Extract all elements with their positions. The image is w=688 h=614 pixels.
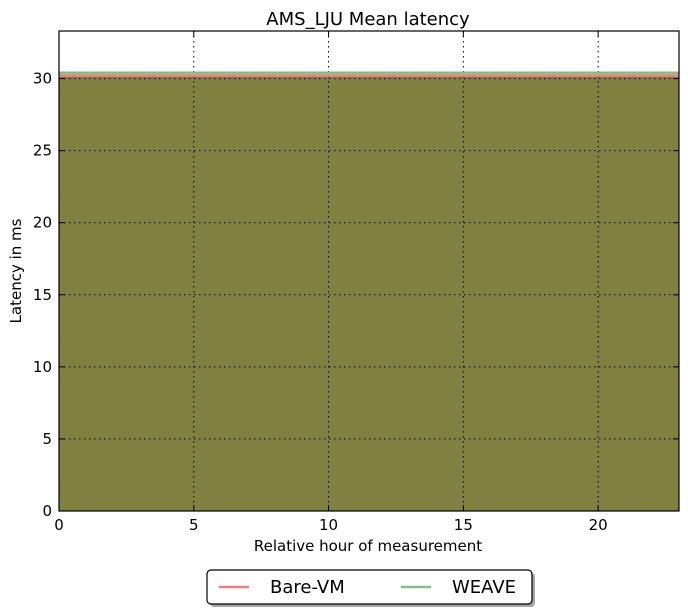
y-tick-label: 30 <box>33 70 52 88</box>
legend: Bare-VM WEAVE <box>206 569 535 607</box>
y-tick-label: 20 <box>33 214 52 232</box>
y-tick-label: 25 <box>33 142 52 160</box>
y-axis-label: Latency in ms <box>7 218 25 323</box>
legend-box <box>206 569 533 605</box>
y-tick-label: 15 <box>33 286 52 304</box>
plot-frame <box>58 30 680 512</box>
y-tick-label: 10 <box>33 358 52 376</box>
x-axis-label: Relative hour of measurement <box>254 537 482 555</box>
y-tick-label: 5 <box>42 430 52 448</box>
chart-title: AMS_LJU Mean latency <box>266 9 470 30</box>
x-tick-label: 15 <box>454 516 473 534</box>
legend-label-weave: WEAVE <box>452 577 516 598</box>
x-tick-label: 0 <box>54 516 64 534</box>
x-tick-label: 20 <box>589 516 608 534</box>
x-tick-label: 5 <box>189 516 199 534</box>
legend-label-bare-vm: Bare-VM <box>270 577 345 598</box>
plot-area: 0 5 10 15 20 0 5 10 15 20 25 30 <box>33 30 680 534</box>
series-area-weave <box>59 72 679 511</box>
x-tick-label: 10 <box>319 516 338 534</box>
series-area-bare-vm <box>59 75 679 511</box>
y-tick-label: 0 <box>42 502 52 520</box>
